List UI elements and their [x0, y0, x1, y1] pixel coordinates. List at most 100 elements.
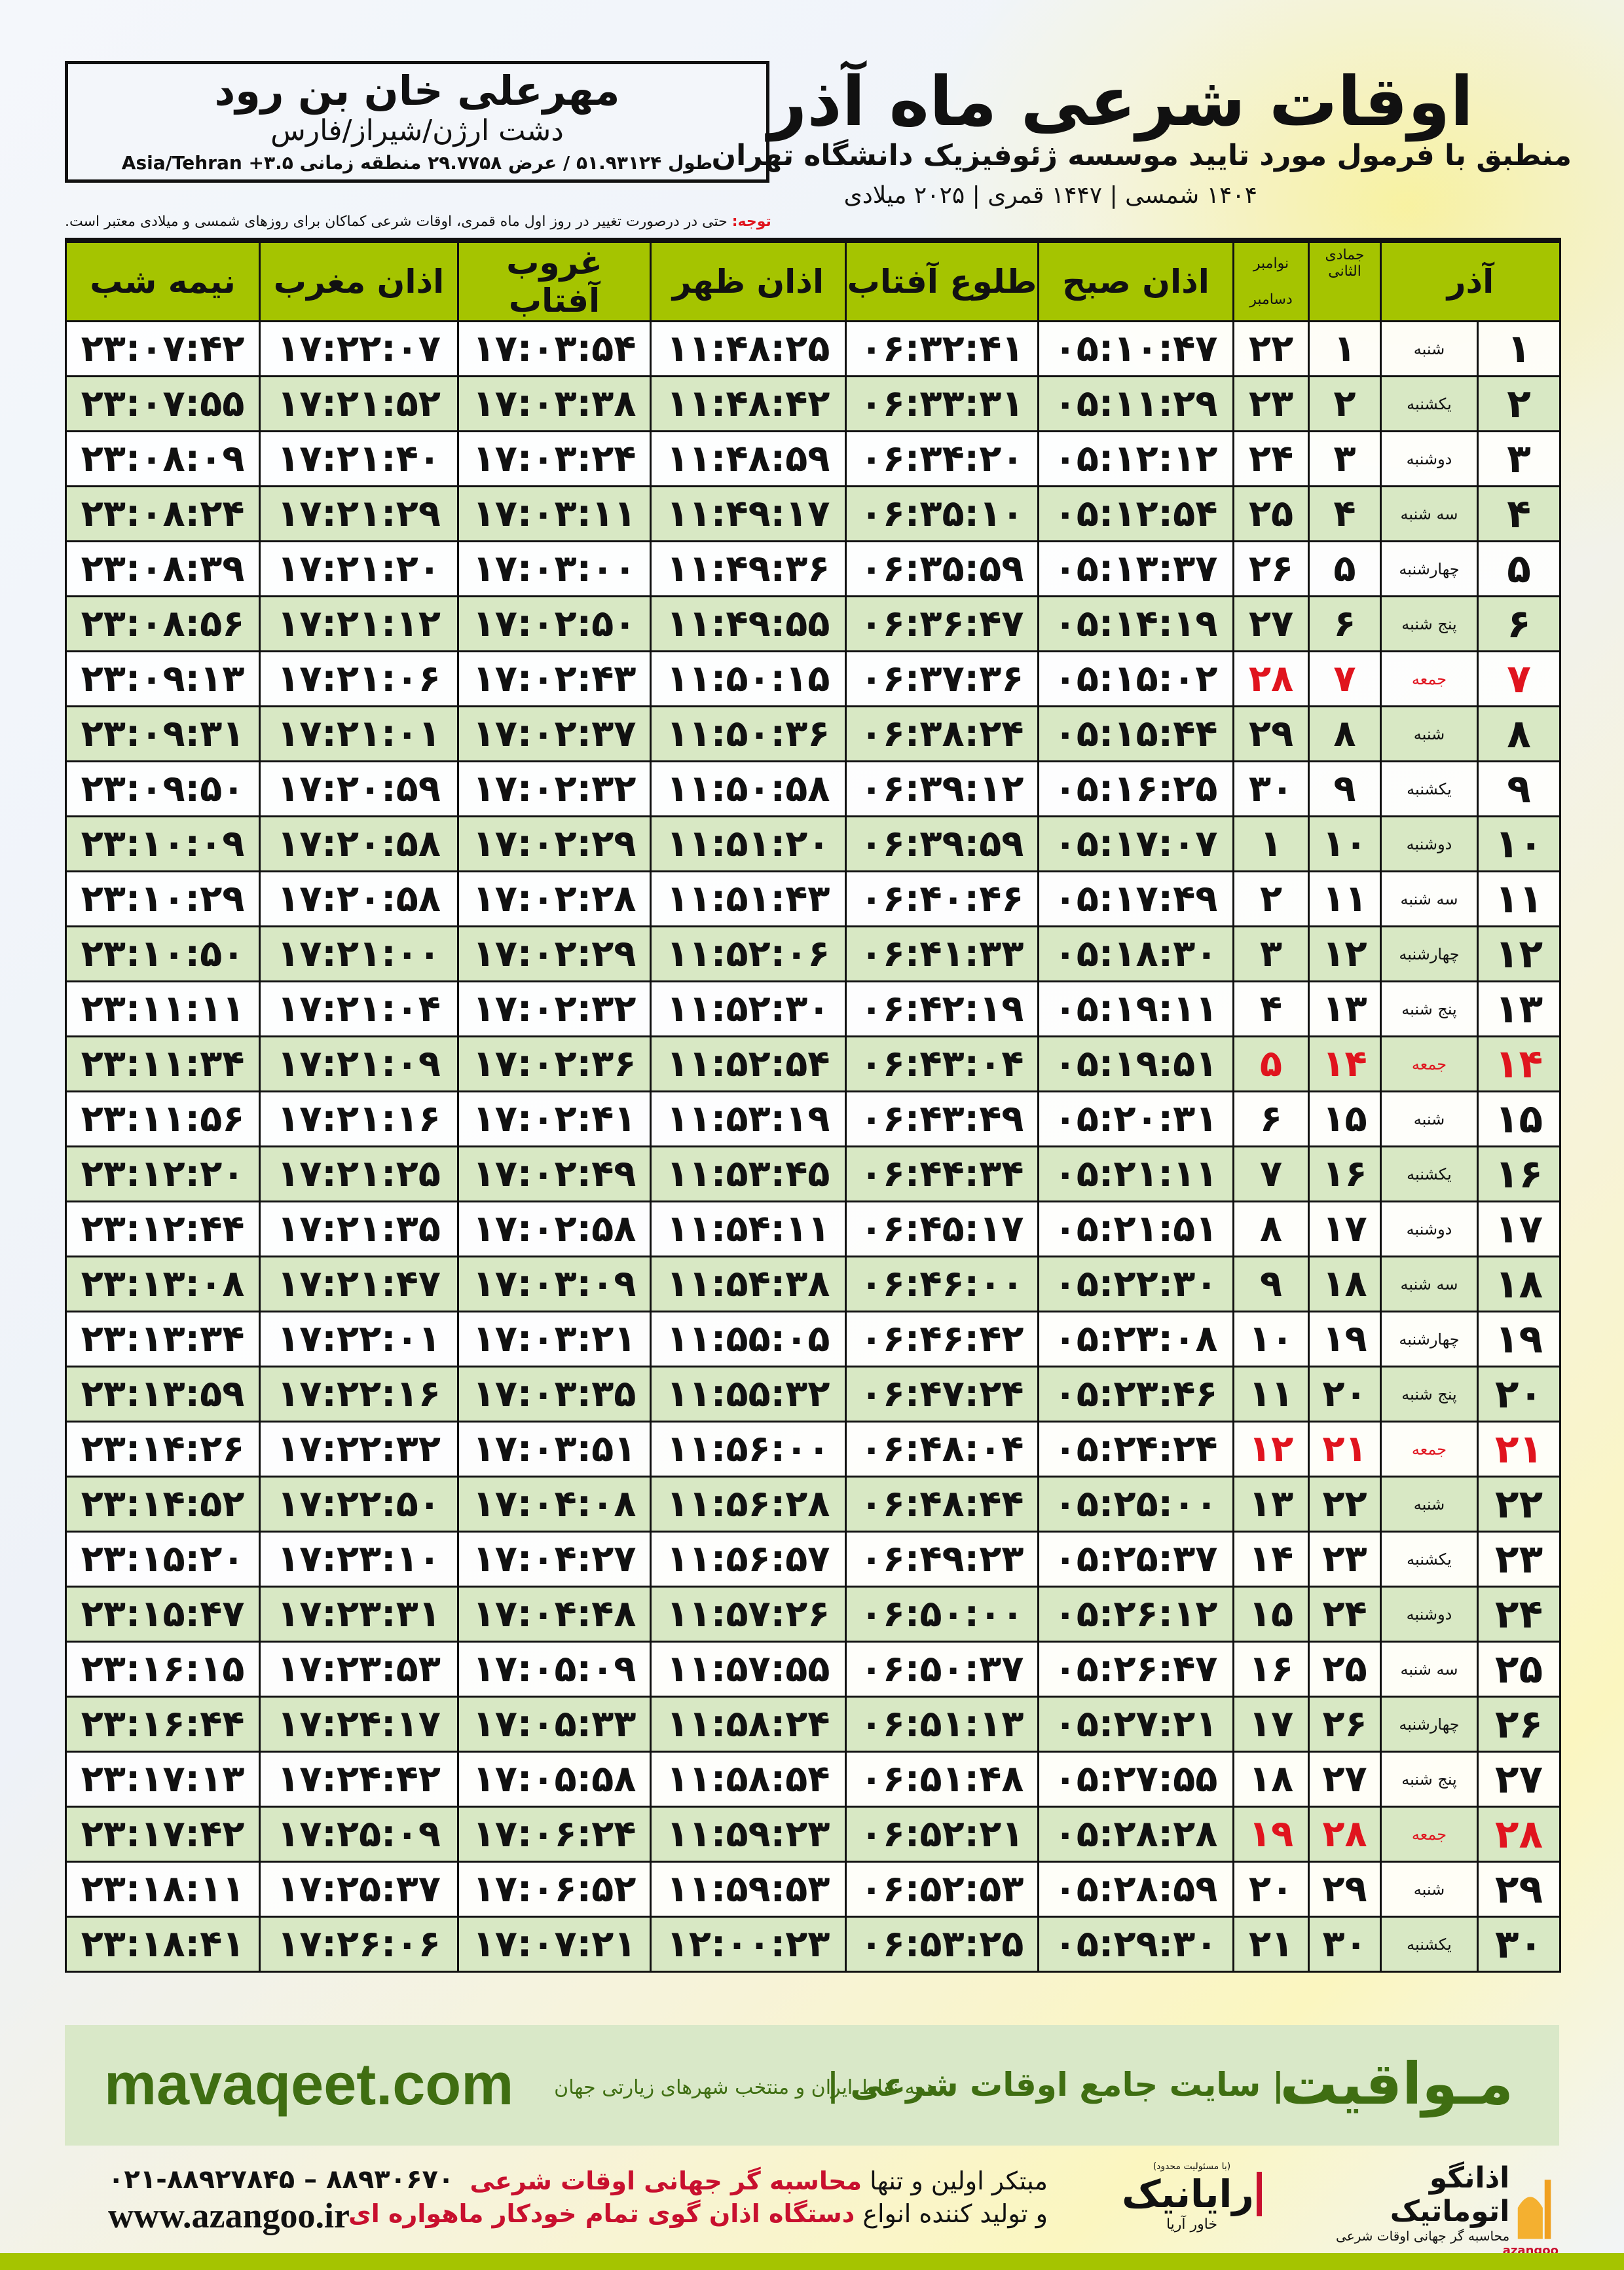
sunset-time: ۱۷:۰۳:۵۱ [457, 1421, 652, 1478]
weekday: شنبه [1380, 1861, 1479, 1918]
table-row: ۱۴ جمعه ۱۴ ۵ ۰۵:۱۹:۵۱ ۰۶:۴۳:۰۴ ۱۱:۵۲:۵۴ ۱۷:۰۲:۳… [65, 1035, 1561, 1092]
sunrise-time: ۰۶:۴۱:۳۳ [845, 925, 1039, 982]
page-title: اوقات شرعی ماه آذر [767, 62, 1473, 141]
fajr-time: ۰۵:۱۳:۳۷ [1037, 540, 1234, 597]
fajr-time: ۰۵:۱۲:۵۴ [1037, 485, 1234, 542]
maghrib-time: ۱۷:۲۳:۵۳ [259, 1641, 459, 1698]
table-row: ۲۰ پنج شنبه ۲۰ ۱۱ ۰۵:۲۳:۴۶ ۰۶:۴۷:۲۴ ۱۱:۵۵:۳۲ ۱۷… [65, 1366, 1561, 1423]
dhuhr-time: ۱۱:۵۱:۴۳ [650, 870, 847, 927]
gregorian-day: ۱۰ [1232, 1311, 1310, 1368]
qamari-day: ۱۵ [1308, 1090, 1382, 1147]
maghrib-time: ۱۷:۲۵:۳۷ [259, 1861, 459, 1918]
dhuhr-time: ۱۱:۵۸:۲۴ [650, 1696, 847, 1753]
day-number: ۱۸ [1477, 1256, 1561, 1312]
midnight-time: ۲۳:۱۶:۱۵ [65, 1641, 261, 1698]
phone-numbers: ۰۲۱-۸۸۹۲۷۸۴۵ – ۸۸۹۳۰۶۷۰ [108, 2165, 454, 2195]
dhuhr-time: ۱۱:۵۹:۵۳ [650, 1861, 847, 1918]
promo-text: مبتکر اولین و تنها محاسبه گر جهانی اوقات… [348, 2165, 1048, 2230]
azangoo-logo: اذانگو اتوماتیک محاسبه گر جهانی اوقات شر… [1310, 2161, 1559, 2258]
dhuhr-time: ۱۱:۵۳:۱۹ [650, 1090, 847, 1147]
midnight-time: ۲۳:۱۳:۵۹ [65, 1366, 261, 1423]
year-info: ۱۴۰۴ شمسی | ۱۴۴۷ قمری | ۲۰۲۵ میلادی [843, 182, 1257, 209]
maghrib-time: ۱۷:۲۱:۰۱ [259, 705, 459, 762]
fajr-time: ۰۵:۱۶:۲۵ [1037, 760, 1234, 817]
maghrib-time: ۱۷:۲۱:۳۵ [259, 1200, 459, 1257]
maghrib-time: ۱۷:۲۱:۴۷ [259, 1256, 459, 1312]
qamari-day: ۲۳ [1308, 1531, 1382, 1588]
weekday: پنج شنبه [1380, 1366, 1479, 1423]
sunset-time: ۱۷:۰۲:۲۹ [457, 815, 652, 872]
sunrise-time: ۰۶:۳۳:۳۱ [845, 375, 1039, 432]
sunset-time: ۱۷:۰۳:۲۱ [457, 1311, 652, 1368]
fajr-time: ۰۵:۱۷:۰۷ [1037, 815, 1234, 872]
sunset-time: ۱۷:۰۳:۳۵ [457, 1366, 652, 1423]
midnight-time: ۲۳:۱۴:۵۲ [65, 1476, 261, 1533]
sunset-time: ۱۷:۰۵:۵۸ [457, 1751, 652, 1808]
day-number: ۲۸ [1477, 1806, 1561, 1863]
maghrib-time: ۱۷:۲۱:۴۰ [259, 430, 459, 487]
fajr-time: ۰۵:۱۵:۴۴ [1037, 705, 1234, 762]
qamari-day: ۱۱ [1308, 870, 1382, 927]
sunrise-time: ۰۶:۵۲:۵۳ [845, 1861, 1039, 1918]
maghrib-time: ۱۷:۲۱:۵۲ [259, 375, 459, 432]
day-number: ۲۲ [1477, 1476, 1561, 1533]
table-row: ۲۱ جمعه ۲۱ ۱۲ ۰۵:۲۴:۲۴ ۰۶:۴۸:۰۴ ۱۱:۵۶:۰۰ ۱۷:۰۳:… [65, 1421, 1561, 1478]
gregorian-day: ۲۶ [1232, 540, 1310, 597]
col-azar: آذر [1380, 238, 1561, 322]
weekday: جمعه [1380, 1806, 1479, 1863]
day-number: ۱ [1477, 320, 1561, 377]
gregorian-day: ۲۸ [1232, 650, 1310, 707]
note: توجه: حتی در درصورت تغییر در روز اول ماه… [65, 214, 771, 230]
weekday: یکشنبه [1380, 1145, 1479, 1202]
rayanik-sub: خاور آریا [1166, 2216, 1218, 2233]
rayanik-note: (با مسئولیت محدود) [1153, 2161, 1231, 2172]
azangoo-url[interactable]: www.azangoo.ir [108, 2196, 350, 2235]
dhuhr-time: ۱۱:۵۷:۲۶ [650, 1586, 847, 1643]
gregorian-day: ۲۷ [1232, 595, 1310, 652]
maghrib-time: ۱۷:۲۱:۲۰ [259, 540, 459, 597]
qamari-day: ۲۴ [1308, 1586, 1382, 1643]
sunset-time: ۱۷:۰۳:۰۹ [457, 1256, 652, 1312]
sunrise-time: ۰۶:۴۶:۰۰ [845, 1256, 1039, 1312]
maghrib-time: ۱۷:۲۱:۱۶ [259, 1090, 459, 1147]
weekday: جمعه [1380, 650, 1479, 707]
day-number: ۶ [1477, 595, 1561, 652]
maghrib-time: ۱۷:۲۲:۱۶ [259, 1366, 459, 1423]
midnight-time: ۲۳:۱۳:۳۴ [65, 1311, 261, 1368]
day-number: ۱۳ [1477, 980, 1561, 1037]
sunrise-time: ۰۶:۳۵:۵۹ [845, 540, 1039, 597]
weekday: جمعه [1380, 1035, 1479, 1092]
sunset-time: ۱۷:۰۵:۰۹ [457, 1641, 652, 1698]
sunset-time: ۱۷:۰۲:۴۱ [457, 1090, 652, 1147]
dhuhr-time: ۱۱:۵۰:۳۶ [650, 705, 847, 762]
midnight-time: ۲۳:۱۲:۲۰ [65, 1145, 261, 1202]
day-number: ۱۴ [1477, 1035, 1561, 1092]
weekday: شنبه [1380, 320, 1479, 377]
sunrise-time: ۰۶:۴۸:۰۴ [845, 1421, 1039, 1478]
maghrib-time: ۱۷:۲۰:۵۸ [259, 815, 459, 872]
dhuhr-time: ۱۱:۵۵:۰۵ [650, 1311, 847, 1368]
sunset-time: ۱۷:۰۳:۱۱ [457, 485, 652, 542]
midnight-time: ۲۳:۰۹:۳۱ [65, 705, 261, 762]
table-row: ۲ یکشنبه ۲ ۲۳ ۰۵:۱۱:۲۹ ۰۶:۳۳:۳۱ ۱۱:۴۸:۴۲ ۱۷:۰۳:… [65, 375, 1561, 432]
dhuhr-time: ۱۱:۴۹:۳۶ [650, 540, 847, 597]
dhuhr-time: ۱۱:۵۸:۵۴ [650, 1751, 847, 1808]
maghrib-time: ۱۷:۲۱:۲۹ [259, 485, 459, 542]
gregorian-day: ۱۴ [1232, 1531, 1310, 1588]
mavaqeet-url[interactable]: mavaqeet.com [104, 2052, 514, 2117]
location-name: مهرعلی خان بن رود [214, 67, 620, 115]
promo-line1: مبتکر اولین و تنها [862, 2167, 1048, 2195]
weekday: چهارشنبه [1380, 925, 1479, 982]
sunset-time: ۱۷:۰۶:۲۴ [457, 1806, 652, 1863]
mavaqeet-tagline: | سایت جامع اوقات شرعی | [826, 2066, 1284, 2104]
sunset-time: ۱۷:۰۶:۵۲ [457, 1861, 652, 1918]
day-number: ۲۴ [1477, 1586, 1561, 1643]
gregorian-day: ۵ [1232, 1035, 1310, 1092]
qamari-day: ۴ [1308, 485, 1382, 542]
table-row: ۲۶ چهارشنبه ۲۶ ۱۷ ۰۵:۲۷:۲۱ ۰۶:۵۱:۱۳ ۱۱:۵۸:۲۴ ۱۷… [65, 1696, 1561, 1753]
note-text: حتی در درصورت تغییر در روز اول ماه قمری،… [65, 214, 732, 230]
table-row: ۲۳ یکشنبه ۲۳ ۱۴ ۰۵:۲۵:۳۷ ۰۶:۴۹:۲۳ ۱۱:۵۶:۵۷ ۱۷:۰… [65, 1531, 1561, 1588]
day-number: ۵ [1477, 540, 1561, 597]
gregorian-day: ۴ [1232, 980, 1310, 1037]
day-number: ۱۹ [1477, 1311, 1561, 1368]
